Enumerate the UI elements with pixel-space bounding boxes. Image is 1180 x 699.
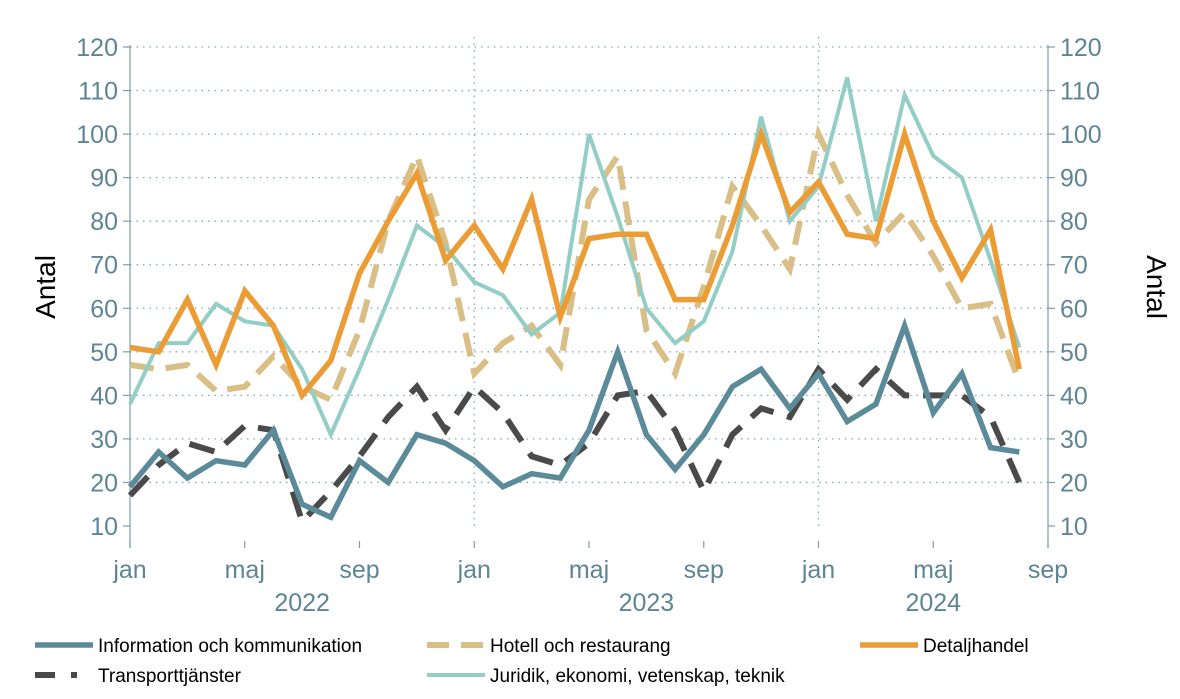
y-tick-label-right: 70 (1060, 252, 1088, 280)
y-tick-label-left: 90 (90, 165, 118, 193)
x-tick-label: sep (339, 556, 379, 584)
y-axis-title-left: Antal (30, 255, 61, 319)
y-tick-label-right: 120 (1060, 34, 1102, 62)
y-tick-label-left: 120 (76, 34, 118, 62)
x-tick-label: maj (913, 556, 953, 584)
y-tick-label-left: 30 (90, 426, 118, 454)
x-year-label: 2022 (274, 589, 330, 617)
y-tick-label-right: 20 (1060, 469, 1088, 497)
y-tick-label-right: 110 (1060, 78, 1100, 106)
x-tick-label: maj (569, 556, 609, 584)
x-tick-label: maj (225, 556, 265, 584)
y-tick-label-right: 60 (1060, 295, 1088, 323)
series-layer (127, 76, 1023, 528)
y-tick-label-left: 40 (90, 382, 118, 410)
y-axis-title-right: Antal (1141, 255, 1172, 319)
series-line-0 (127, 317, 1020, 521)
label-layer: Antal Antal (30, 255, 1172, 319)
series-line-2 (129, 124, 1022, 401)
y-tick-label-right: 90 (1060, 165, 1088, 193)
legend-label: Information och kommunikation (98, 636, 362, 657)
y-tick-label-right: 100 (1060, 121, 1102, 149)
y-tick-label-left: 110 (78, 78, 118, 106)
y-tick-label-left: 60 (90, 295, 118, 323)
x-tick-label: jan (457, 556, 491, 584)
y-tick-label-left: 50 (90, 339, 118, 367)
legend-label: Hotell och restaurang (490, 636, 671, 657)
y-tick-label-right: 10 (1060, 513, 1088, 541)
y-tick-label-right: 80 (1060, 208, 1088, 236)
y-tick-label-left: 20 (90, 469, 118, 497)
x-tick-label: sep (1028, 556, 1068, 584)
axis-layer: 10 10 20 20 30 30 40 40 50 50 60 60 70 70 80 80 90 90 100 1… (76, 34, 1101, 617)
y-tick-label-left: 70 (90, 252, 118, 280)
x-tick-label: jan (112, 556, 146, 584)
x-tick-label: jan (801, 556, 835, 584)
series-line-1 (129, 124, 1023, 404)
legend-label: Transporttjänster (98, 666, 242, 687)
y-tick-label-left: 80 (90, 208, 118, 236)
legend: Information och kommunikation Hotell och … (35, 636, 1029, 687)
y-tick-label-right: 50 (1060, 339, 1088, 367)
legend-label: Detaljhandel (923, 636, 1029, 657)
x-year-label: 2024 (905, 589, 961, 617)
x-year-label: 2023 (619, 589, 675, 617)
y-tick-label-left: 10 (90, 513, 118, 541)
y-tick-label-right: 40 (1060, 382, 1088, 410)
x-tick-label: sep (684, 556, 724, 584)
y-tick-label-left: 100 (76, 121, 118, 149)
legend-label: Juridik, ekonomi, vetenskap, teknik (490, 666, 785, 687)
y-tick-label-right: 30 (1060, 426, 1088, 454)
